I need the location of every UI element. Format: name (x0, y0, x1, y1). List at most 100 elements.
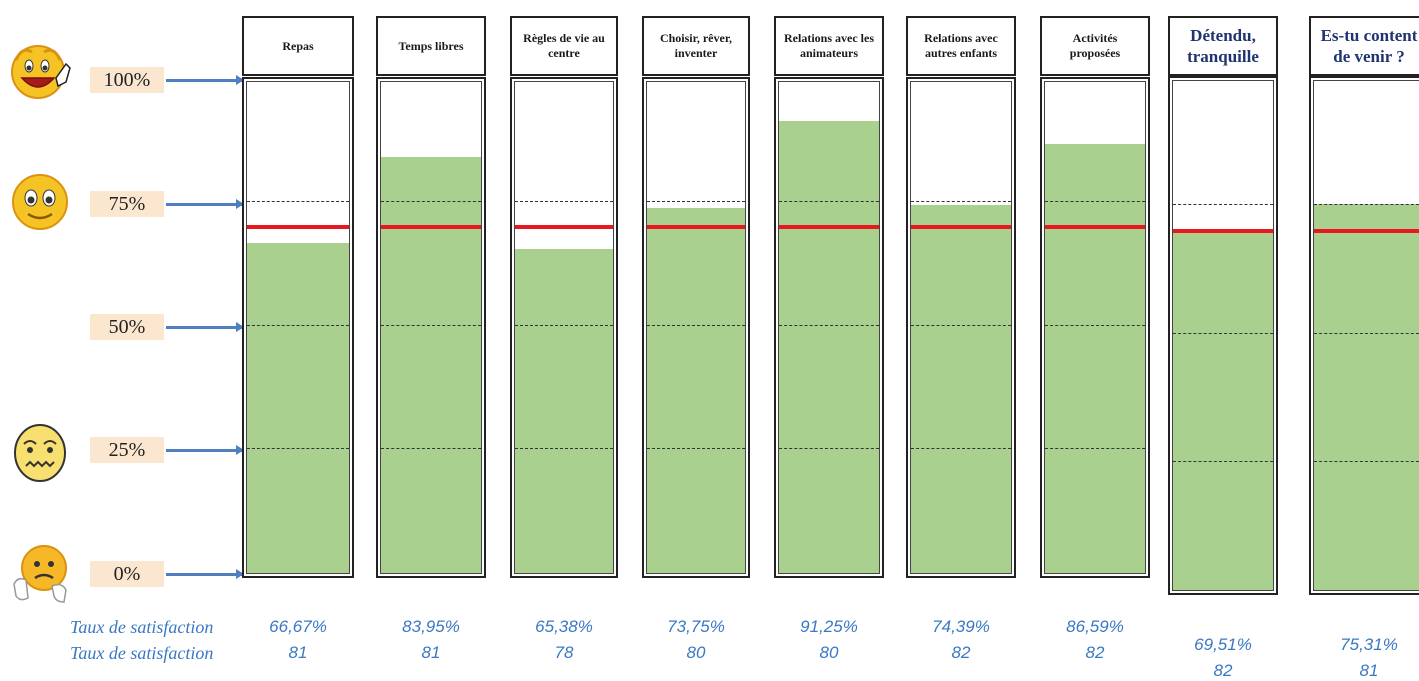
column-plot-area (380, 81, 482, 574)
scale-label-0: 0% (90, 561, 164, 587)
reference-line (247, 224, 349, 229)
column-header: Repas (242, 16, 354, 76)
footer-label-count: Taux de satisfaction (70, 643, 214, 663)
column-header: Règles de vie au centre (510, 16, 618, 76)
column-header: Relations avec les animateurs (774, 16, 884, 76)
bar-fill (647, 207, 745, 573)
gridline-50 (647, 324, 745, 326)
bar-fill (1314, 203, 1419, 590)
column-header: Choisir, rêver, inventer (642, 16, 750, 76)
gridline-25 (381, 448, 481, 450)
count-label: 80 (819, 643, 839, 662)
column-header: Activités proposées (1040, 16, 1150, 76)
gridline-25 (911, 448, 1011, 450)
column-plot-area (646, 81, 746, 574)
column-7: Activités proposées (1040, 16, 1150, 578)
gridline-75 (911, 200, 1011, 202)
column-1: Repas (242, 16, 354, 578)
column-6: Relations avec autres enfants (906, 16, 1016, 578)
scale-label-25: 25% (90, 437, 164, 463)
gridline-50 (1045, 324, 1145, 326)
column-plot-area (1313, 80, 1419, 591)
gridline-75 (1173, 204, 1273, 206)
column-plot-area (778, 81, 880, 574)
column-8: Détendu, tranquille (1168, 16, 1278, 595)
column-9: Es-tu content de venir ? (1309, 16, 1419, 595)
gridline-75 (1045, 200, 1145, 202)
value-label: 65,38% (535, 617, 593, 636)
column-plot-area (1172, 80, 1274, 591)
reference-line (515, 224, 613, 229)
reference-line (1173, 228, 1273, 233)
count-label: 81 (1359, 661, 1379, 680)
bar-fill (779, 121, 879, 573)
gridline-75 (247, 200, 349, 202)
reference-line (1314, 228, 1419, 233)
column-body (376, 77, 486, 578)
value-label: 73,75% (667, 617, 725, 636)
column-header: Temps libres (376, 16, 486, 76)
footer-label-rate: Taux de satisfaction (70, 617, 214, 637)
gridline-25 (515, 448, 613, 450)
column-header: Relations avec autres enfants (906, 16, 1016, 76)
bar-fill (911, 204, 1011, 573)
gridline-25 (1173, 460, 1273, 462)
column-plot-area (514, 81, 614, 574)
count-label: 82 (951, 643, 971, 662)
gridline-25 (647, 448, 745, 450)
gridline-50 (1314, 332, 1419, 334)
count-label: 78 (554, 643, 574, 662)
bar-fill (381, 157, 481, 573)
value-label: 83,95% (402, 617, 460, 636)
column-plot-area (1044, 81, 1146, 574)
column-4: Choisir, rêver, inventer (642, 16, 750, 578)
arrow-0 (166, 569, 244, 579)
column-body (242, 77, 354, 578)
value-label: 75,31% (1340, 635, 1398, 654)
gridline-50 (1173, 332, 1273, 334)
value-label: 66,67% (269, 617, 327, 636)
column-header: Détendu, tranquille (1168, 16, 1278, 76)
column-body (642, 77, 750, 578)
count-label: 81 (288, 643, 308, 662)
column-3: Règles de vie au centre (510, 16, 618, 578)
gridline-75 (647, 200, 745, 202)
gridline-50 (247, 324, 349, 326)
scale-label-75: 75% (90, 191, 164, 217)
bar-fill (1173, 233, 1273, 590)
value-label: 74,39% (932, 617, 990, 636)
gridline-50 (515, 324, 613, 326)
arrow-25 (166, 445, 244, 455)
value-label: 91,25% (800, 617, 858, 636)
column-body (906, 77, 1016, 578)
gridline-25 (1045, 448, 1145, 450)
gridline-75 (515, 200, 613, 202)
arrow-100 (166, 75, 244, 85)
column-body (510, 77, 618, 578)
happy-face-icon (12, 174, 68, 230)
column-body (1309, 76, 1419, 595)
reference-line (779, 224, 879, 229)
column-body (1040, 77, 1150, 578)
count-label: 82 (1085, 643, 1105, 662)
count-label: 82 (1213, 661, 1233, 680)
gridline-25 (1314, 460, 1419, 462)
gridline-75 (779, 200, 879, 202)
gridline-50 (911, 324, 1011, 326)
column-5: Relations avec les animateurs (774, 16, 884, 578)
value-label: 69,51% (1194, 635, 1252, 654)
gridline-25 (779, 448, 879, 450)
column-plot-area (910, 81, 1012, 574)
column-header: Es-tu content de venir ? (1309, 16, 1419, 76)
column-2: Temps libres (376, 16, 486, 578)
count-label: 80 (686, 643, 706, 662)
column-body (774, 77, 884, 578)
gridline-75 (1314, 204, 1419, 206)
gridline-25 (247, 448, 349, 450)
reference-line (911, 224, 1011, 229)
value-label: 86,59% (1066, 617, 1124, 636)
gridline-50 (779, 324, 879, 326)
column-plot-area (246, 81, 350, 574)
bar-fill (247, 242, 349, 573)
